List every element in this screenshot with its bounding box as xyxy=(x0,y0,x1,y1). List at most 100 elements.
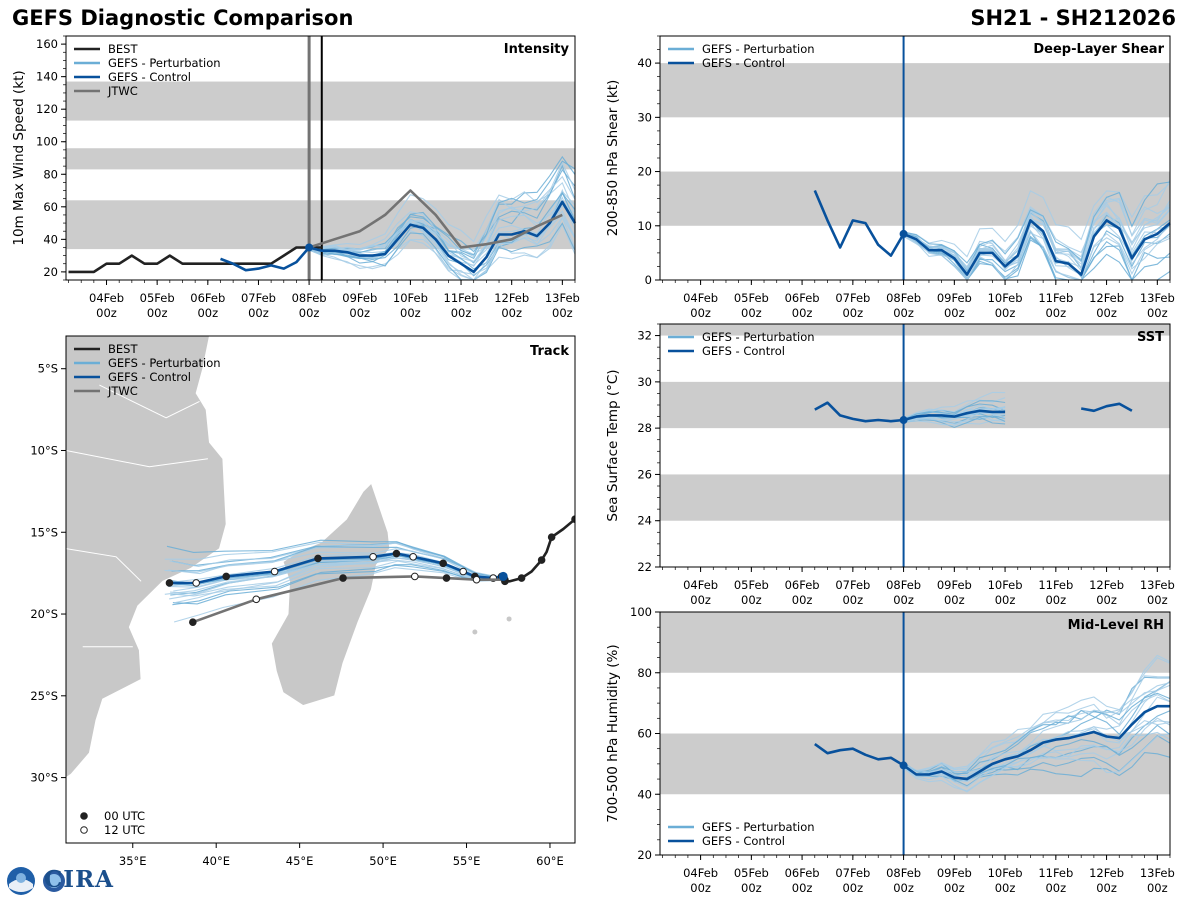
perturbation-line xyxy=(903,692,1171,773)
x-tick-label: 11Feb xyxy=(1038,866,1073,880)
x-tick-label: 12Feb xyxy=(1089,291,1124,305)
x-tick-label: 08Feb xyxy=(886,866,921,880)
x-tick-label: 00z xyxy=(96,306,117,320)
perturbation-line xyxy=(309,168,576,264)
x-tick-label: 07Feb xyxy=(835,866,870,880)
x-tick-label: 10Feb xyxy=(988,291,1023,305)
y-tick-label: 10 xyxy=(637,219,652,233)
y-tick-label: 22 xyxy=(637,560,652,574)
track-marker xyxy=(192,579,200,587)
x-tick-label: 00z xyxy=(690,593,711,607)
y-tick-label: 32 xyxy=(637,329,652,343)
y-tick-label: 120 xyxy=(36,102,58,116)
x-tick-label: 07Feb xyxy=(835,578,870,592)
x-tick-label: 06Feb xyxy=(785,291,820,305)
country-border xyxy=(66,450,208,468)
x-tick-label: 00z xyxy=(501,306,522,320)
lat-tick-label: 15°S xyxy=(30,525,58,539)
perturbation-line xyxy=(903,752,1171,787)
panel-title: Track xyxy=(530,344,569,359)
x-tick-label: 00z xyxy=(147,306,168,320)
lon-tick-label: 50°E xyxy=(369,854,397,868)
perturbation-track xyxy=(164,542,502,577)
x-tick-label: 00z xyxy=(741,306,762,320)
x-tick-label: 09Feb xyxy=(342,291,377,305)
legend-label: GEFS - Perturbation xyxy=(108,356,221,370)
track-marker xyxy=(459,567,467,576)
x-tick-label: 12Feb xyxy=(1089,866,1124,880)
lat-tick-label: 30°S xyxy=(30,771,58,785)
x-tick-label: 00z xyxy=(1147,593,1168,607)
x-tick-label: 00z xyxy=(1045,881,1066,895)
x-tick-label: 00z xyxy=(1045,593,1066,607)
country-border xyxy=(99,384,200,419)
y-tick-label: 20 xyxy=(637,165,652,179)
y-axis-label: 10m Max Wind Speed (kt) xyxy=(11,70,27,245)
perturbation-line xyxy=(903,182,1171,258)
perturbation-line xyxy=(903,681,1171,777)
track-marker xyxy=(547,533,556,541)
x-tick-label: 04Feb xyxy=(89,291,124,305)
y-tick-label: 80 xyxy=(637,666,652,680)
x-tick-label: 08Feb xyxy=(886,578,921,592)
perturbation-line xyxy=(308,155,576,256)
perturbation-line xyxy=(903,696,1171,773)
shaded-band xyxy=(660,381,1170,429)
x-tick-label: 06Feb xyxy=(190,291,225,305)
shaded-band xyxy=(660,171,1170,226)
y-tick-label: 30 xyxy=(637,375,652,389)
lon-tick-label: 35°E xyxy=(119,854,147,868)
x-tick-label: 00z xyxy=(690,881,711,895)
perturbation-line xyxy=(903,230,1171,281)
perturbation-line xyxy=(308,222,576,281)
perturbation-line xyxy=(903,654,1171,773)
x-tick-label: 05Feb xyxy=(734,578,769,592)
x-tick-label: 09Feb xyxy=(937,578,972,592)
y-axis-label: Sea Surface Temp (°C) xyxy=(605,369,621,521)
y-tick-label: 40 xyxy=(43,232,58,246)
y-tick-label: 30 xyxy=(637,110,652,124)
track-marker xyxy=(410,572,419,581)
x-tick-label: 05Feb xyxy=(140,291,175,305)
x-tick-label: 09Feb xyxy=(937,866,972,880)
lat-tick-label: 25°S xyxy=(30,689,58,703)
x-tick-label: 09Feb xyxy=(937,291,972,305)
y-tick-label: 0 xyxy=(645,273,652,287)
x-tick-label: 06Feb xyxy=(785,866,820,880)
perturbation-line xyxy=(308,222,576,275)
x-tick-label: 07Feb xyxy=(241,291,276,305)
best-track xyxy=(496,518,575,583)
lon-tick-label: 45°E xyxy=(286,854,314,868)
x-tick-label: 13Feb xyxy=(545,291,580,305)
track-marker xyxy=(392,549,401,558)
x-tick-label: 11Feb xyxy=(1038,291,1073,305)
perturbation-line xyxy=(308,205,576,281)
x-tick-label: 00z xyxy=(1045,306,1066,320)
y-tick-label: 20 xyxy=(637,848,652,862)
legend-label: GEFS - Control xyxy=(108,370,191,384)
panel-title: SST xyxy=(1137,330,1164,345)
track-marker xyxy=(252,595,261,604)
x-tick-label: 00z xyxy=(451,306,472,320)
x-tick-label: 00z xyxy=(197,306,218,320)
lat-tick-label: 5°S xyxy=(38,362,58,376)
track-marker xyxy=(537,556,546,564)
y-tick-label: 60 xyxy=(43,200,58,214)
perturbation-line xyxy=(903,412,1006,427)
panel-shear: 01020304004Feb00z05Feb00z06Feb00z07Feb00… xyxy=(605,35,1175,320)
cira-logo-text: CIRA xyxy=(44,866,115,893)
perturbation-line xyxy=(903,403,1006,421)
noaa-logo-icon xyxy=(7,867,65,895)
track-marker xyxy=(442,574,451,582)
panel-title: Intensity xyxy=(504,42,570,57)
x-tick-label: 10Feb xyxy=(988,578,1023,592)
x-tick-label: 10Feb xyxy=(393,291,428,305)
x-tick-label: 04Feb xyxy=(683,578,718,592)
x-tick-label: 08Feb xyxy=(886,291,921,305)
track-marker xyxy=(189,618,197,627)
analysis-marker xyxy=(305,243,314,252)
track-marker xyxy=(571,515,575,523)
control-line xyxy=(814,401,1006,423)
